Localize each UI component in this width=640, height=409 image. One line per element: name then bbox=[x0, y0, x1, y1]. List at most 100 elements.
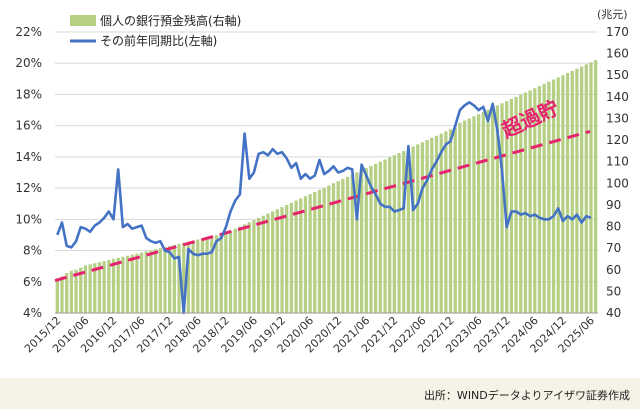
deposit-bar bbox=[355, 172, 359, 313]
deposit-bar bbox=[594, 60, 598, 313]
left-tick-label: 4% bbox=[23, 306, 42, 320]
deposit-bar bbox=[491, 107, 495, 314]
deposit-bar bbox=[364, 168, 368, 313]
deposit-bar bbox=[163, 247, 167, 313]
deposit-bar bbox=[500, 103, 504, 313]
right-tick-label: 50 bbox=[606, 284, 621, 298]
deposit-bar bbox=[144, 251, 148, 313]
right-tick-label: 60 bbox=[606, 263, 621, 277]
deposit-bar bbox=[102, 261, 106, 313]
deposit-bar bbox=[378, 161, 382, 313]
right-tick-label: 70 bbox=[606, 241, 621, 255]
deposit-bar bbox=[88, 264, 92, 313]
deposit-bar bbox=[224, 233, 228, 313]
deposit-bar bbox=[158, 248, 162, 313]
deposit-bar bbox=[444, 131, 448, 313]
deposit-bar bbox=[210, 236, 214, 313]
deposit-bar bbox=[289, 202, 294, 313]
deposit-bar bbox=[388, 157, 392, 313]
deposit-bar bbox=[205, 237, 209, 313]
left-tick-label: 12% bbox=[15, 181, 42, 195]
deposit-bar bbox=[430, 137, 434, 313]
deposit-bar bbox=[172, 244, 177, 313]
trend-line-segment bbox=[54, 129, 591, 283]
deposit-bar bbox=[551, 79, 556, 313]
deposit-bar bbox=[55, 278, 59, 313]
chart: 4% 6% 8% 10% 12% 14% 16% 18% 20% 22% 40 50 60 70 80 90… bbox=[15, 8, 629, 355]
deposit-bar bbox=[111, 258, 116, 313]
deposit-bar bbox=[383, 159, 387, 313]
deposit-bar bbox=[247, 222, 251, 313]
deposit-bar bbox=[182, 242, 186, 313]
deposit-bar bbox=[285, 204, 289, 313]
deposit-bar bbox=[139, 252, 144, 313]
deposit-bar bbox=[79, 267, 83, 313]
deposit-bar bbox=[191, 240, 195, 313]
deposit-bar bbox=[565, 73, 570, 313]
x-axis: 2015/122016/062016/122017/062017/122018/… bbox=[22, 312, 598, 355]
deposit-bar bbox=[327, 185, 331, 313]
left-tick-label: 20% bbox=[15, 56, 42, 70]
deposit-bar bbox=[121, 256, 125, 313]
deposit-bar bbox=[280, 207, 284, 313]
deposit-bar bbox=[275, 209, 279, 313]
right-tick-label: 140 bbox=[606, 90, 629, 104]
deposit-bar bbox=[266, 213, 270, 313]
deposit-bar bbox=[200, 238, 205, 313]
deposit-bar bbox=[256, 217, 261, 313]
left-axis: 4% 6% 8% 10% 12% 14% 16% 18% 20% 22% bbox=[15, 25, 42, 320]
deposit-bar bbox=[472, 116, 476, 313]
deposit-bar bbox=[168, 245, 172, 313]
deposit-bar bbox=[196, 239, 200, 313]
deposit-bar bbox=[294, 200, 298, 313]
deposit-bar bbox=[434, 135, 439, 313]
right-tick-label: 170 bbox=[606, 25, 629, 39]
deposit-bar bbox=[369, 166, 373, 313]
deposit-bar bbox=[570, 70, 574, 314]
deposit-bar bbox=[308, 194, 312, 313]
deposit-bar bbox=[392, 155, 397, 313]
deposit-bar bbox=[242, 224, 247, 313]
deposit-bar bbox=[533, 88, 537, 313]
left-tick-label: 6% bbox=[23, 275, 42, 289]
deposit-bar bbox=[252, 220, 256, 313]
deposit-bar bbox=[345, 176, 350, 313]
deposit-bar bbox=[65, 273, 69, 313]
deposit-bar bbox=[135, 253, 139, 313]
deposit-bar bbox=[83, 265, 88, 313]
deposit-bar bbox=[219, 234, 223, 313]
right-tick-label: 80 bbox=[606, 220, 621, 234]
deposit-bar bbox=[402, 150, 406, 313]
deposit-bar bbox=[359, 170, 364, 313]
left-tick-label: 10% bbox=[15, 212, 42, 226]
deposit-bar bbox=[331, 183, 336, 313]
right-tick-label: 160 bbox=[606, 47, 629, 61]
deposit-bar bbox=[514, 96, 518, 313]
deposit-bar bbox=[542, 83, 546, 313]
right-axis-unit: (兆元) bbox=[597, 8, 628, 21]
deposit-bar bbox=[149, 250, 153, 313]
deposit-bar bbox=[177, 243, 181, 313]
right-tick-label: 40 bbox=[606, 306, 621, 320]
deposit-bar bbox=[467, 118, 471, 313]
trend-line bbox=[54, 129, 591, 283]
deposit-bar bbox=[374, 163, 378, 313]
deposit-bar bbox=[233, 228, 237, 313]
footer: 出所：WINDデータよりアイザワ証券作成 bbox=[0, 378, 640, 409]
deposit-bar bbox=[261, 215, 265, 313]
legend-label-deposits: 個人の銀行預金残高(右軸) bbox=[100, 13, 241, 28]
deposit-bar bbox=[561, 75, 565, 313]
deposit-bar bbox=[476, 114, 481, 313]
deposit-bar bbox=[303, 196, 308, 313]
deposit-bar bbox=[406, 148, 411, 313]
deposit-bar bbox=[528, 90, 532, 313]
deposit-bar bbox=[556, 77, 560, 314]
right-tick-label: 100 bbox=[606, 176, 629, 190]
source-note: 出所：WINDデータよりアイザワ証券作成 bbox=[423, 389, 630, 402]
left-tick-label: 16% bbox=[15, 119, 42, 133]
left-tick-label: 22% bbox=[15, 25, 42, 39]
deposit-bar bbox=[537, 86, 542, 314]
deposit-bar bbox=[509, 99, 514, 313]
right-tick-label: 120 bbox=[606, 133, 629, 147]
deposit-bar bbox=[341, 178, 345, 313]
